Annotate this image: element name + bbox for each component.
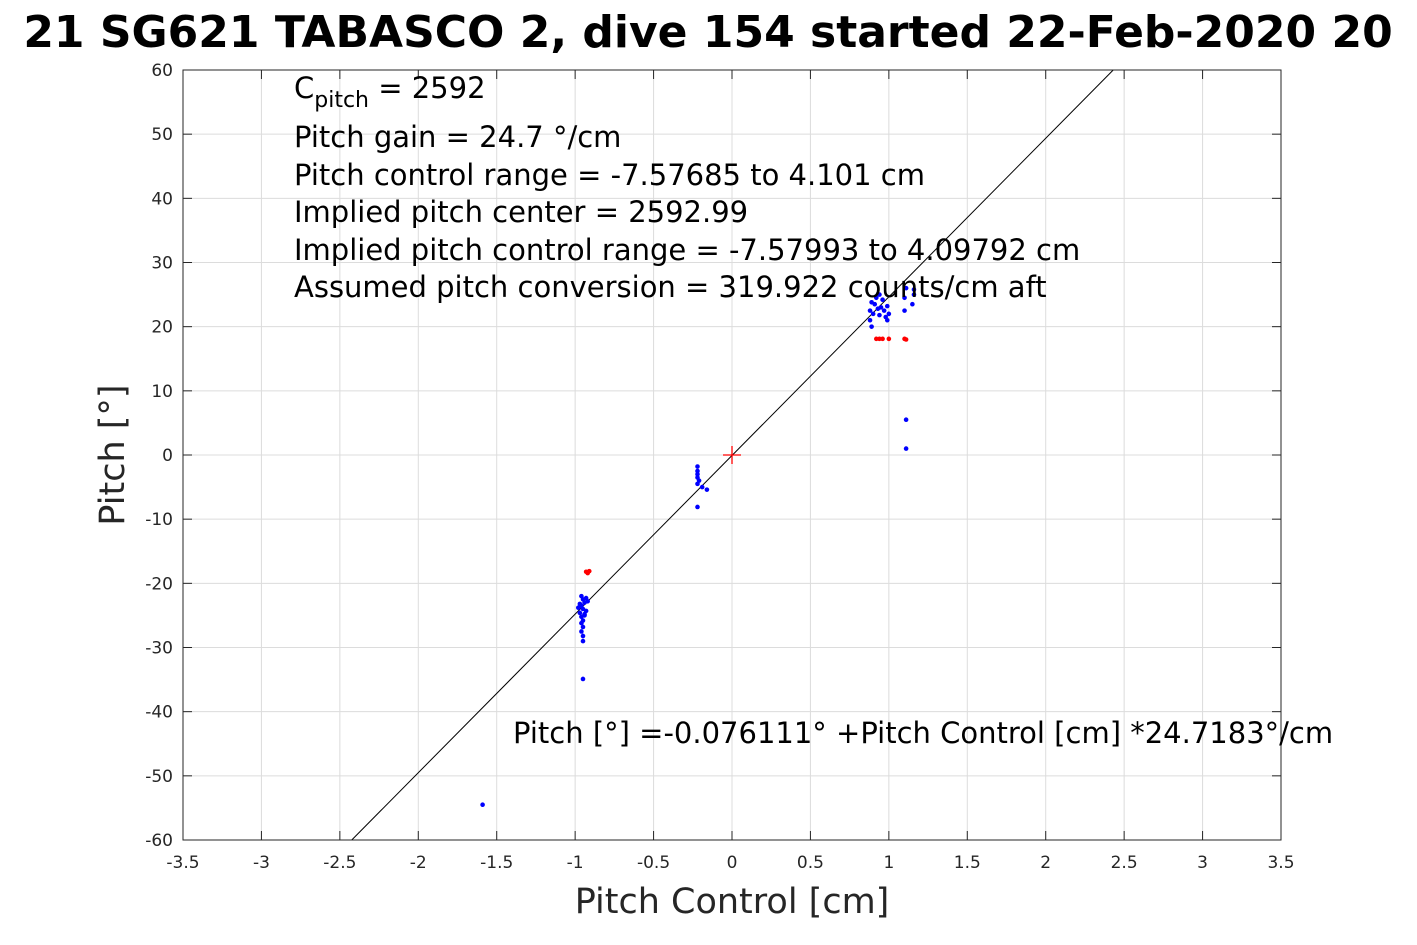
- annotation-pitch-conversion: Assumed pitch conversion = 319.922 count…: [294, 270, 1047, 304]
- used-point: [872, 301, 878, 307]
- chart-title: 21 SG621 TABASCO 2, dive 154 started 22-…: [23, 7, 1392, 58]
- y-axis-label: Pitch [°]: [93, 384, 133, 525]
- used-point: [580, 638, 586, 644]
- x-tick-label: 1.5: [954, 853, 981, 873]
- y-tick-label: 60: [151, 61, 173, 81]
- used-point: [884, 303, 890, 309]
- used-point: [704, 487, 710, 492]
- used-point: [695, 481, 700, 487]
- used-point: [874, 295, 879, 301]
- y-tick-label: -30: [145, 639, 173, 659]
- used-point: [886, 311, 892, 317]
- used-point: [877, 292, 882, 297]
- used-point: [580, 624, 586, 630]
- used-point: [903, 446, 909, 451]
- excluded-point: [903, 337, 909, 342]
- fit-equation: Pitch [°] =-0.076111° +Pitch Control [cm…: [513, 716, 1333, 750]
- used-point: [877, 312, 882, 318]
- used-point: [880, 297, 885, 303]
- used-point: [582, 611, 587, 617]
- annotation-pitch-control-range: Pitch control range = -7.57685 to 4.101 …: [294, 158, 925, 192]
- excluded-point: [880, 336, 885, 342]
- used-point: [902, 308, 907, 313]
- y-tick-label: 30: [151, 254, 173, 274]
- x-tick-label: 2.5: [1111, 853, 1138, 873]
- annotation-implied-pitch-center: Implied pitch center = 2592.99: [294, 195, 748, 229]
- used-point: [580, 676, 586, 682]
- y-tick-label: -50: [145, 767, 173, 787]
- y-tick-label: -20: [145, 574, 173, 594]
- y-tick-label: 10: [151, 382, 173, 402]
- used-point: [884, 317, 890, 323]
- x-tick-label: -0.5: [637, 853, 670, 873]
- x-tick-label: 0.5: [797, 853, 824, 873]
- used-point: [577, 610, 583, 616]
- used-point: [575, 605, 581, 611]
- x-tick-label: -1.5: [480, 853, 513, 873]
- y-tick-label: 40: [151, 189, 173, 209]
- x-axis-label: Pitch Control [cm]: [575, 882, 890, 922]
- excluded-point: [586, 568, 592, 574]
- x-tick-label: -2: [410, 853, 427, 873]
- used-point: [579, 614, 584, 619]
- used-point: [480, 802, 485, 808]
- x-tick-label: 0: [727, 853, 738, 873]
- used-point: [695, 468, 700, 474]
- y-tick-label: 20: [151, 318, 173, 338]
- used-point: [869, 324, 874, 329]
- annotation-cpitch-sub: pitch: [314, 88, 369, 113]
- annotation-cpitch-main: C: [294, 71, 314, 105]
- y-tick-label: 0: [162, 446, 173, 466]
- used-point: [695, 504, 700, 510]
- y-tick-label: -40: [145, 703, 173, 723]
- used-point: [911, 292, 917, 297]
- x-tick-label: 2: [1040, 853, 1051, 873]
- annotation-implied-control-range: Implied pitch control range = -7.57993 t…: [294, 233, 1080, 267]
- used-point: [902, 295, 907, 301]
- used-point: [579, 620, 584, 626]
- y-tick-label: -10: [145, 510, 173, 530]
- used-point: [910, 301, 915, 307]
- used-point: [695, 471, 700, 477]
- used-point: [903, 285, 909, 291]
- used-point: [870, 311, 876, 317]
- used-point: [881, 308, 887, 313]
- used-point: [867, 317, 873, 323]
- x-tick-label: 1: [883, 853, 894, 873]
- x-tick-label: 3.5: [1267, 853, 1294, 873]
- used-point: [579, 629, 584, 634]
- axis-ticks: -3.5 -3 -2.5 -2 -1.5 -1 -0.5 0 0.5 1 1.5 2 2.5 3 3.5 -6…: [145, 61, 1294, 873]
- y-tick-label: 50: [151, 125, 173, 145]
- used-point: [695, 464, 700, 469]
- y-tick-label: -60: [145, 831, 173, 851]
- used-point: [699, 484, 705, 490]
- x-tick-label: -3: [253, 853, 270, 873]
- x-tick-label: -2.5: [323, 853, 356, 873]
- used-point: [585, 599, 590, 604]
- annotation-cpitch-value: = 2592: [369, 71, 486, 105]
- used-point: [580, 633, 586, 639]
- x-tick-label: -1: [567, 853, 584, 873]
- center-marker-group: [723, 446, 741, 464]
- annotation-cpitch: Cpitch = 2592: [294, 71, 486, 113]
- data-points: [480, 285, 917, 808]
- used-point: [878, 305, 884, 310]
- used-point: [911, 287, 917, 292]
- excluded-point: [886, 336, 892, 342]
- x-tick-label: -3.5: [166, 853, 199, 873]
- used-point: [867, 308, 873, 313]
- used-point: [903, 417, 909, 423]
- x-tick-label: 3: [1197, 853, 1208, 873]
- annotation-pitch-gain: Pitch gain = 24.7 °/cm: [294, 120, 621, 154]
